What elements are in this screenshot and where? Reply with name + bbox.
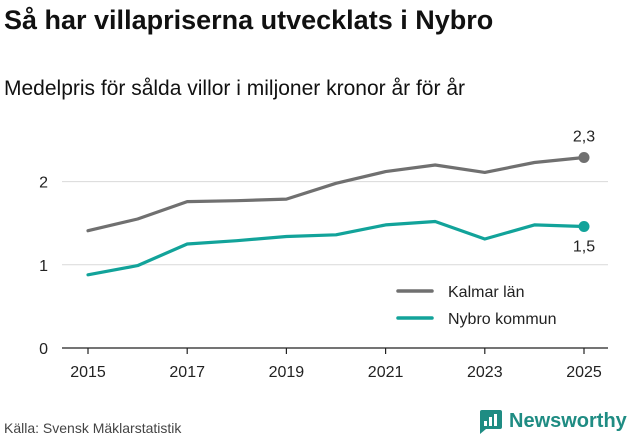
series-line-kalmar-l-n: [86, 155, 586, 233]
chart-title: Så har villapriserna utvecklats i Nybro: [4, 5, 494, 35]
y-tick-label: 1: [39, 258, 48, 275]
x-tick-label: 2017: [169, 364, 205, 381]
x-tick-label: 2021: [368, 364, 404, 381]
y-tick-label: 2: [39, 175, 48, 192]
brand-logo: Newsworthy: [477, 407, 627, 435]
x-tick-label: 2025: [566, 364, 602, 381]
newsworthy-logo-icon: [480, 410, 502, 434]
x-tick-label: 2019: [269, 364, 305, 381]
series-end-point-nybro-kommun: [578, 221, 590, 233]
x-tick-label: 2015: [70, 364, 106, 381]
series-end-label-kalmar-l-n: 2,3: [573, 128, 595, 145]
brand-name: Newsworthy: [509, 409, 627, 432]
source-note: Källa: Svensk Mäklarstatistik: [4, 420, 182, 436]
legend-label-nybro-kommun: Nybro kommun: [448, 311, 556, 328]
series-end-point-kalmar-l-n: [578, 151, 590, 163]
series-end-label-nybro-kommun: 1,5: [573, 239, 595, 256]
series-line-nybro-kommun: [86, 219, 586, 277]
x-tick-label: 2023: [467, 364, 503, 381]
y-tick-label: 0: [39, 341, 48, 358]
legend-label-kalmar-l-n: Kalmar län: [448, 284, 524, 301]
chart-subtitle: Medelpris för sålda villor i miljoner kr…: [4, 77, 465, 100]
